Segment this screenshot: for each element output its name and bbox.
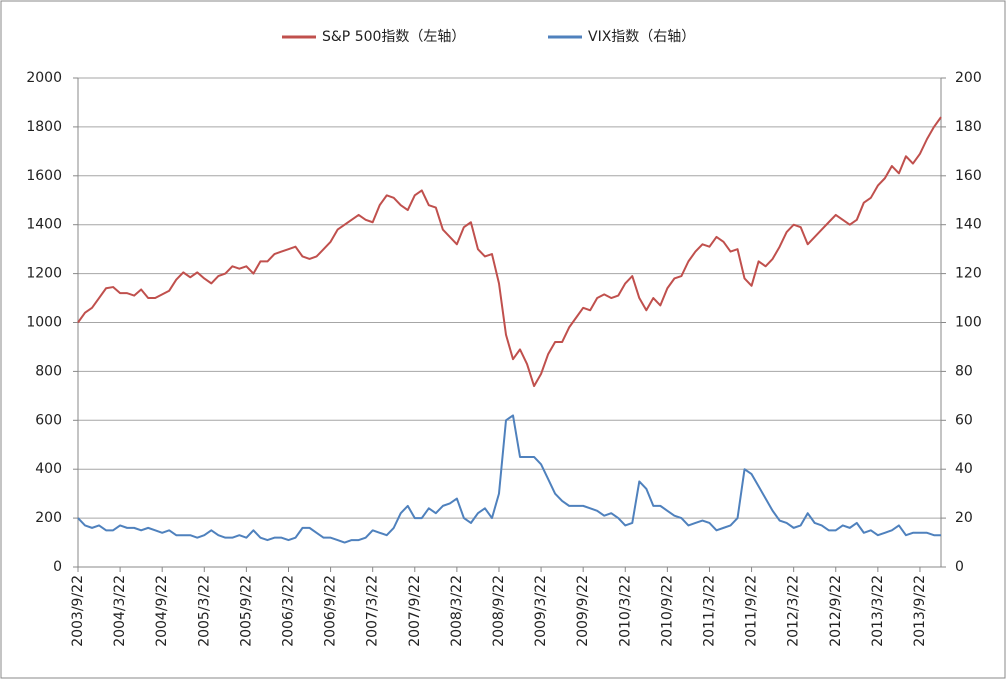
x-tick-label: 2003/9/22	[70, 575, 86, 647]
x-tick-label: 2013/9/22	[912, 575, 928, 647]
y2-tick-label: 80	[955, 363, 973, 379]
y2-tick-label: 60	[955, 412, 973, 428]
x-tick-label: 2013/3/22	[870, 575, 886, 647]
y2-tick-label: 120	[955, 266, 982, 282]
y-tick-label: 0	[53, 559, 62, 575]
x-tick-label: 2004/3/22	[112, 575, 128, 647]
y-tick-label: 1600	[26, 168, 62, 184]
x-tick-label: 2006/9/22	[323, 575, 339, 647]
x-tick-label: 2009/9/22	[575, 575, 591, 647]
y2-tick-label: 140	[955, 217, 982, 233]
x-tick-label: 2010/3/22	[617, 575, 633, 647]
y2-tick-label: 40	[955, 461, 973, 477]
y2-tick-label: 160	[955, 168, 982, 184]
legend-label: S&P 500指数（左轴）	[322, 29, 465, 45]
series-line	[77, 414, 941, 544]
x-tick-label: 2011/9/22	[744, 575, 760, 647]
x-tick-label: 2005/9/22	[238, 575, 254, 647]
y-tick-label: 200	[35, 510, 62, 526]
x-tick-label: 2008/3/22	[449, 575, 465, 647]
y2-tick-label: 200	[955, 70, 982, 86]
x-tick-label: 2005/3/22	[196, 575, 212, 647]
x-tick-label: 2010/9/22	[659, 575, 675, 647]
y-tick-label: 1800	[26, 119, 62, 135]
y2-tick-label: 0	[955, 559, 964, 575]
y-tick-label: 1000	[26, 315, 62, 331]
y-tick-label: 1400	[26, 217, 62, 233]
series-line	[77, 116, 942, 388]
x-tick-label: 2007/9/22	[407, 575, 423, 647]
y2-tick-label: 100	[955, 315, 982, 331]
x-tick-label: 2011/3/22	[701, 575, 717, 647]
y-tick-label: 600	[35, 412, 62, 428]
legend-label: VIX指数（右轴）	[588, 29, 695, 45]
x-tick-label: 2012/9/22	[828, 575, 844, 647]
y2-tick-label: 180	[955, 119, 982, 135]
x-tick-label: 2012/3/22	[786, 575, 802, 647]
x-tick-label: 2008/9/22	[491, 575, 507, 647]
y2-tick-label: 20	[955, 510, 973, 526]
y-tick-label: 2000	[26, 70, 62, 86]
x-tick-label: 2004/9/22	[154, 575, 170, 647]
y-tick-label: 800	[35, 363, 62, 379]
y-tick-label: 1200	[26, 266, 62, 282]
y-tick-label: 400	[35, 461, 62, 477]
x-tick-label: 2007/3/22	[365, 575, 381, 647]
x-tick-label: 2006/3/22	[280, 575, 296, 647]
x-tick-label: 2009/3/22	[533, 575, 549, 647]
